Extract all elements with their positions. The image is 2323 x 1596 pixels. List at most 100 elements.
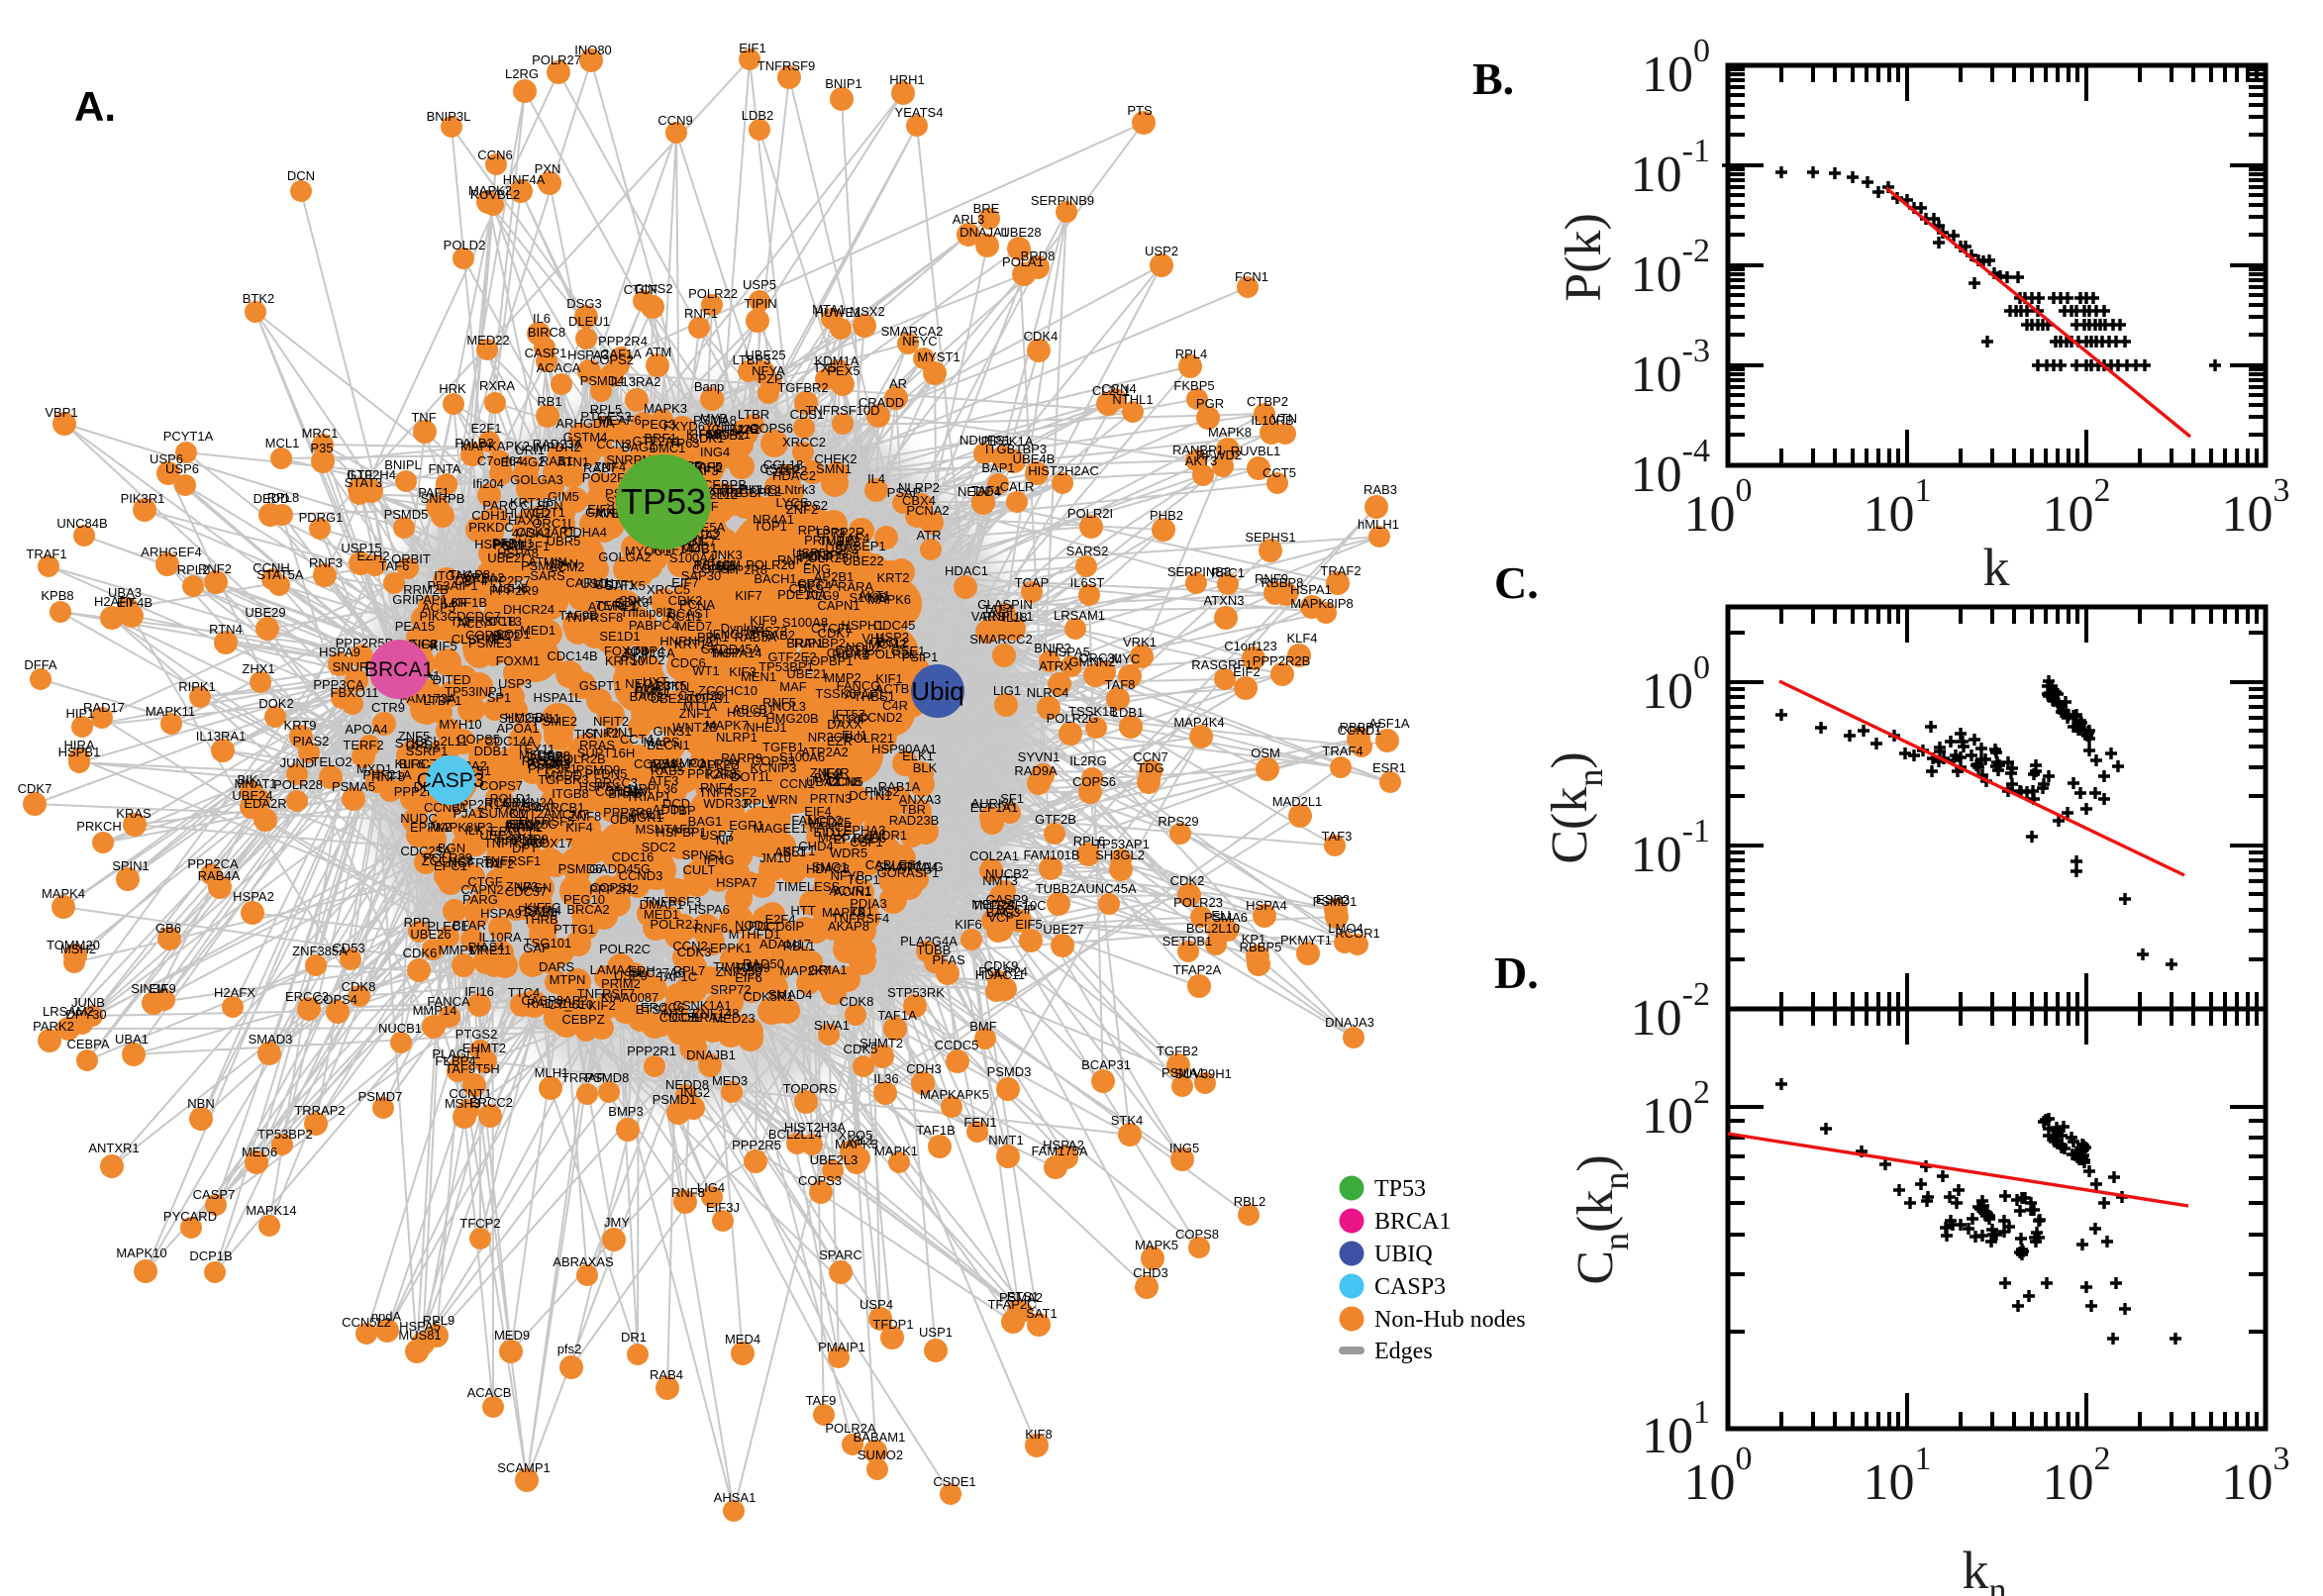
svg-text:MAPK8: MAPK8 bbox=[1208, 425, 1252, 440]
svg-text:IL10RA: IL10RA bbox=[478, 930, 522, 945]
svg-text:EIF1: EIF1 bbox=[739, 41, 765, 55]
svg-text:SMAD3: SMAD3 bbox=[249, 1032, 293, 1047]
svg-text:TNFRSF3: TNFRSF3 bbox=[644, 894, 702, 909]
svg-text:TX5: TX5 bbox=[813, 360, 837, 375]
svg-text:ACACA: ACACA bbox=[537, 360, 581, 375]
svg-text:SPARC: SPARC bbox=[819, 1247, 862, 1262]
svg-text:KRT9: KRT9 bbox=[284, 718, 317, 733]
svg-text:POLA1: POLA1 bbox=[1002, 254, 1044, 269]
svg-text:GTF2E2: GTF2E2 bbox=[767, 649, 816, 664]
svg-text:NDUFS1: NDUFS1 bbox=[960, 433, 1011, 448]
svg-text:LIG1: LIG1 bbox=[993, 683, 1021, 698]
svg-text:STAT3: STAT3 bbox=[345, 475, 383, 490]
svg-text:PSMD5: PSMD5 bbox=[384, 507, 429, 522]
svg-text:TFCP2: TFCP2 bbox=[459, 1216, 500, 1231]
svg-text:SERPINB9: SERPINB9 bbox=[1031, 193, 1094, 208]
svg-text:FEN1: FEN1 bbox=[963, 1115, 996, 1130]
svg-text:IL36: IL36 bbox=[873, 1071, 898, 1086]
svg-text:PSMA7: PSMA7 bbox=[521, 558, 564, 573]
svg-text:CHD3: CHD3 bbox=[1133, 1265, 1167, 1280]
svg-text:SCAMP1: SCAMP1 bbox=[497, 1460, 550, 1475]
svg-text:DCP1B: DCP1B bbox=[189, 1248, 232, 1263]
svg-text:EIF4: EIF4 bbox=[804, 804, 831, 819]
svg-text:E2F1: E2F1 bbox=[470, 421, 501, 436]
svg-text:EIF5: EIF5 bbox=[1015, 917, 1042, 932]
svg-text:PTTG1: PTTG1 bbox=[554, 922, 595, 937]
svg-text:LRSAM2: LRSAM2 bbox=[43, 1004, 94, 1019]
svg-text:KIF1: KIF1 bbox=[875, 671, 902, 686]
svg-text:HUWE2: HUWE2 bbox=[505, 506, 552, 521]
svg-text:CCNH: CCNH bbox=[252, 560, 290, 575]
svg-text:PRKCH: PRKCH bbox=[76, 819, 122, 834]
svg-text:WRN: WRN bbox=[766, 792, 797, 807]
svg-text:PPP2R2B: PPP2R2B bbox=[1253, 653, 1311, 668]
svg-text:XRCC2: XRCC2 bbox=[782, 435, 826, 449]
svg-text:GIM5: GIM5 bbox=[548, 489, 579, 504]
svg-text:CTCF: CTCF bbox=[624, 282, 658, 297]
svg-text:BECN1: BECN1 bbox=[647, 738, 689, 752]
svg-text:TAF1: TAF1 bbox=[971, 483, 1002, 498]
svg-text:HSPA9: HSPA9 bbox=[480, 906, 522, 921]
svg-text:TFDP1: TFDP1 bbox=[872, 1317, 913, 1332]
svg-text:RNF5: RNF5 bbox=[762, 695, 796, 710]
svg-text:BRIP1: BRIP1 bbox=[786, 636, 824, 650]
svg-text:UBE29: UBE29 bbox=[245, 605, 285, 620]
svg-text:LYCS: LYCS bbox=[776, 495, 809, 510]
svg-text:SARS2: SARS2 bbox=[1066, 544, 1109, 558]
svg-text:ING4: ING4 bbox=[700, 445, 730, 459]
svg-text:HIP1: HIP1 bbox=[66, 706, 95, 721]
svg-text:CEBPA: CEBPA bbox=[66, 1037, 109, 1051]
svg-text:TOPORS: TOPORS bbox=[783, 1081, 838, 1096]
svg-text:NFYB: NFYB bbox=[831, 868, 865, 883]
svg-text:MAPK7: MAPK7 bbox=[705, 718, 749, 733]
svg-text:RRM2B: RRM2B bbox=[403, 582, 449, 597]
svg-text:SUMO2: SUMO2 bbox=[858, 1447, 903, 1462]
svg-text:PIK3R1: PIK3R1 bbox=[121, 491, 165, 506]
svg-text:PARG: PARG bbox=[462, 892, 498, 907]
svg-text:MAF: MAF bbox=[779, 679, 807, 694]
svg-text:MAPK14: MAPK14 bbox=[246, 1203, 296, 1218]
svg-text:SEPHS1: SEPHS1 bbox=[1245, 530, 1295, 545]
svg-text:CTR9: CTR9 bbox=[371, 700, 405, 715]
svg-text:ZHX1: ZHX1 bbox=[242, 661, 274, 676]
svg-text:IFI16: IFI16 bbox=[464, 984, 494, 999]
svg-text:BIRC8: BIRC8 bbox=[528, 325, 565, 340]
svg-text:BRE: BRE bbox=[973, 201, 1000, 216]
svg-text:MMP17: MMP17 bbox=[439, 943, 483, 957]
svg-text:NUDC: NUDC bbox=[400, 811, 438, 826]
svg-text:USF2: USF2 bbox=[825, 542, 858, 556]
svg-text:FXYD6: FXYD6 bbox=[663, 419, 705, 434]
svg-text:MAPK8IP8: MAPK8IP8 bbox=[1290, 596, 1354, 611]
svg-text:BNIP1: BNIP1 bbox=[825, 76, 862, 91]
svg-text:MAPK6: MAPK6 bbox=[867, 592, 911, 607]
svg-text:LTBR: LTBR bbox=[738, 407, 769, 422]
svg-text:NFYA: NFYA bbox=[752, 363, 785, 378]
svg-text:HMG1: HMG1 bbox=[634, 685, 671, 700]
svg-text:DR1: DR1 bbox=[621, 1330, 647, 1345]
svg-text:PIAS2: PIAS2 bbox=[293, 734, 330, 748]
svg-text:TGFBR2: TGFBR2 bbox=[777, 380, 828, 395]
svg-text:C4R: C4R bbox=[882, 698, 908, 713]
svg-text:UBE27: UBE27 bbox=[1043, 922, 1083, 937]
svg-text:NHEJ1: NHEJ1 bbox=[746, 720, 786, 735]
svg-text:ZCCHC10: ZCCHC10 bbox=[698, 683, 758, 698]
svg-text:POLR28: POLR28 bbox=[273, 777, 323, 792]
svg-text:D.: D. bbox=[1494, 948, 1539, 998]
svg-text:TAF1B: TAF1B bbox=[916, 1123, 956, 1138]
svg-text:FLI1: FLI1 bbox=[842, 728, 867, 743]
svg-text:MAD2L1: MAD2L1 bbox=[1272, 794, 1323, 809]
svg-text:GB6: GB6 bbox=[155, 921, 181, 936]
svg-text:COPS5: COPS5 bbox=[456, 732, 500, 747]
svg-text:HNRNPA1: HNRNPA1 bbox=[659, 634, 720, 648]
svg-text:RABEP1: RABEP1 bbox=[835, 539, 885, 553]
svg-text:TIPIN: TIPIN bbox=[744, 296, 776, 311]
svg-text:NBN: NBN bbox=[187, 1096, 214, 1111]
svg-text:MMP2: MMP2 bbox=[824, 670, 861, 685]
svg-text:LMO4: LMO4 bbox=[1328, 921, 1363, 936]
svg-text:POLR27: POLR27 bbox=[532, 52, 581, 67]
svg-text:MAPK5: MAPK5 bbox=[1135, 1238, 1178, 1252]
svg-text:TP63: TP63 bbox=[668, 436, 699, 450]
svg-text:MED7: MED7 bbox=[676, 619, 712, 634]
svg-text:MED1: MED1 bbox=[520, 623, 556, 638]
svg-text:MSH3: MSH3 bbox=[445, 1096, 480, 1111]
